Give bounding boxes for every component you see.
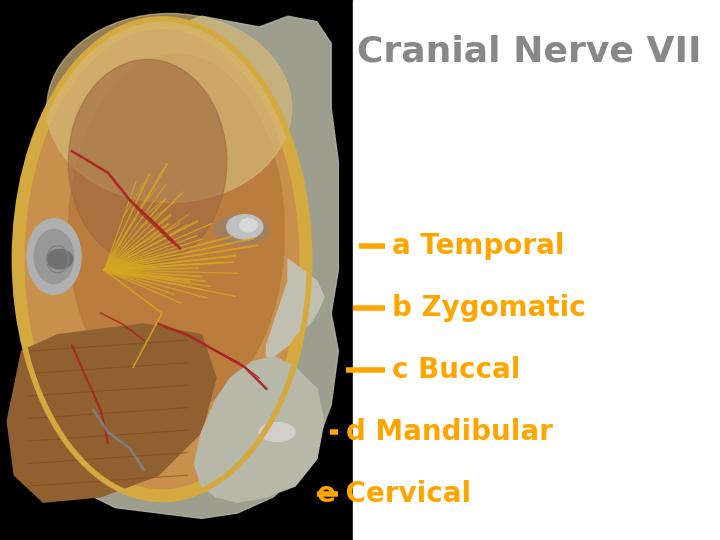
Ellipse shape — [27, 219, 81, 294]
Text: e Cervical: e Cervical — [317, 480, 471, 508]
Text: b Zygomatic: b Zygomatic — [392, 294, 586, 322]
Text: a Temporal: a Temporal — [392, 232, 565, 260]
Ellipse shape — [35, 230, 74, 284]
Text: Cranial Nerve VII: Cranial Nerve VII — [357, 35, 701, 68]
Ellipse shape — [47, 14, 292, 202]
Polygon shape — [7, 324, 216, 502]
Circle shape — [47, 249, 73, 269]
Ellipse shape — [68, 59, 227, 265]
Polygon shape — [266, 259, 324, 356]
Ellipse shape — [227, 215, 263, 239]
Polygon shape — [29, 16, 338, 518]
Ellipse shape — [215, 214, 269, 244]
Circle shape — [240, 219, 257, 232]
Ellipse shape — [25, 30, 299, 489]
Polygon shape — [194, 356, 324, 502]
Bar — [353, 0, 720, 540]
Text: c Buccal: c Buccal — [392, 356, 521, 384]
Ellipse shape — [259, 422, 295, 442]
Bar — [0, 0, 353, 540]
Ellipse shape — [68, 54, 284, 410]
Text: d Mandibular: d Mandibular — [346, 418, 552, 446]
Ellipse shape — [14, 19, 310, 500]
